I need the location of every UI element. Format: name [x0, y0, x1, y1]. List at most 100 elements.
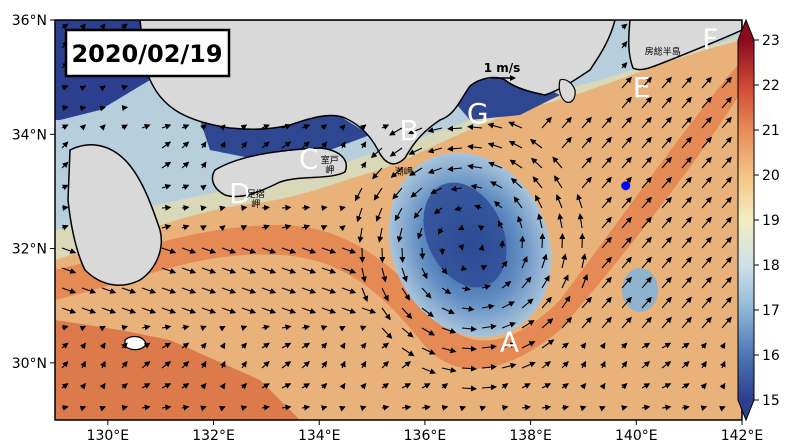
velocity-arrow: [621, 96, 632, 109]
velocity-arrow: [261, 287, 277, 294]
velocity-arrow: [221, 307, 237, 314]
lon-tick-label: 136°E: [404, 428, 447, 444]
velocity-arrow: [161, 404, 172, 411]
velocity-arrow: [561, 360, 569, 369]
velocity-arrow: [281, 361, 292, 369]
velocity-arrow: [497, 220, 504, 229]
velocity-arrow: [181, 287, 197, 294]
velocity-arrow: [320, 342, 328, 349]
velocity-arrow: [467, 124, 483, 131]
velocity-arrow: [519, 235, 526, 249]
velocity-arrow: [681, 76, 692, 89]
date-box: 2020/02/19: [64, 28, 231, 78]
velocity-arrow: [99, 124, 106, 131]
velocity-arrow: [541, 383, 552, 389]
velocity-arrow: [141, 361, 151, 369]
velocity-arrow: [381, 267, 388, 283]
velocity-arrow: [181, 224, 190, 231]
velocity-arrow: [81, 307, 97, 314]
velocity-arrow: [61, 404, 69, 411]
velocity-arrow: [261, 342, 270, 349]
velocity-arrow: [301, 361, 310, 369]
velocity-arrow: [720, 360, 726, 369]
velocity-arrow: [621, 216, 632, 229]
velocity-arrow: [301, 342, 311, 349]
velocity-arrow: [599, 405, 606, 412]
velocity-arrow: [700, 383, 707, 390]
velocity-arrow: [641, 176, 652, 189]
velocity-arrow: [61, 324, 69, 331]
velocity-arrow: [61, 360, 69, 369]
velocity-arrow: [80, 360, 86, 369]
velocity-arrow: [100, 360, 106, 369]
velocity-arrow: [201, 287, 217, 294]
place-label: 足摺岬: [247, 188, 265, 210]
velocity-arrow: [99, 325, 106, 332]
velocity-arrow: [661, 316, 672, 329]
velocity-arrow: [240, 205, 248, 212]
velocity-arrow: [79, 124, 87, 131]
velocity-arrow: [480, 265, 488, 271]
velocity-arrow: [99, 382, 106, 390]
velocity-arrow: [261, 307, 277, 314]
velocity-arrow: [389, 127, 403, 136]
velocity-arrow: [359, 124, 367, 131]
velocity-arrow: [621, 136, 632, 149]
velocity-arrow: [541, 318, 554, 329]
land-kyushu: [67, 144, 162, 286]
velocity-arrow: [301, 267, 317, 274]
velocity-arrow: [161, 247, 177, 254]
velocity-arrow: [460, 265, 468, 271]
velocity-arrow: [361, 287, 369, 302]
velocity-arrow: [581, 136, 592, 149]
velocity-arrow: [381, 307, 391, 321]
velocity-arrow: [478, 244, 485, 251]
velocity-arrow: [700, 405, 708, 412]
velocity-arrow: [281, 287, 297, 294]
velocity-arrow: [661, 296, 672, 309]
site-label-g: G: [467, 97, 489, 130]
velocity-arrow: [661, 216, 672, 229]
velocity-arrow: [701, 156, 712, 169]
velocity-arrow: [487, 122, 503, 129]
colorbar-tick-label: 20: [762, 168, 780, 184]
velocity-arrow: [181, 404, 190, 411]
velocity-arrow: [601, 216, 612, 229]
velocity-arrow: [281, 267, 297, 274]
velocity-arrow: [509, 159, 523, 169]
velocity-arrow: [441, 287, 452, 295]
velocity-arrow: [261, 224, 270, 231]
velocity-arrow: [601, 296, 612, 309]
velocity-arrow: [681, 316, 692, 329]
velocity-arrow: [301, 141, 310, 149]
site-label-f: F: [702, 23, 718, 56]
velocity-arrow: [721, 96, 732, 109]
velocity-arrow: [339, 325, 346, 332]
velocity-arrow: [447, 145, 463, 152]
velocity-arrow: [401, 383, 412, 389]
velocity-arrow: [479, 405, 487, 412]
velocity-arrow: [320, 383, 328, 390]
velocity-arrow: [532, 176, 543, 189]
velocity-arrow: [501, 342, 517, 349]
velocity-arrow: [161, 161, 172, 169]
velocity-arrow: [541, 253, 548, 269]
velocity-arrow: [641, 156, 652, 169]
colorbar-min-extension: [738, 400, 754, 420]
velocity-arrow: [441, 367, 457, 373]
velocity-arrow: [261, 124, 270, 130]
velocity-arrow: [555, 194, 563, 209]
velocity-arrow: [641, 276, 652, 289]
velocity-arrow: [701, 176, 712, 189]
velocity-arrow: [701, 256, 712, 269]
velocity-arrow: [401, 361, 412, 369]
velocity-arrow: [501, 260, 508, 269]
velocity-arrow: [535, 194, 543, 209]
cold-eddy-core: [423, 182, 507, 288]
lon-tick-label: 142°E: [721, 428, 764, 444]
velocity-arrow: [141, 324, 151, 331]
velocity-arrow: [661, 156, 672, 169]
velocity-arrow: [121, 105, 129, 111]
velocity-arrow: [181, 342, 190, 349]
velocity-arrow: [701, 196, 712, 209]
